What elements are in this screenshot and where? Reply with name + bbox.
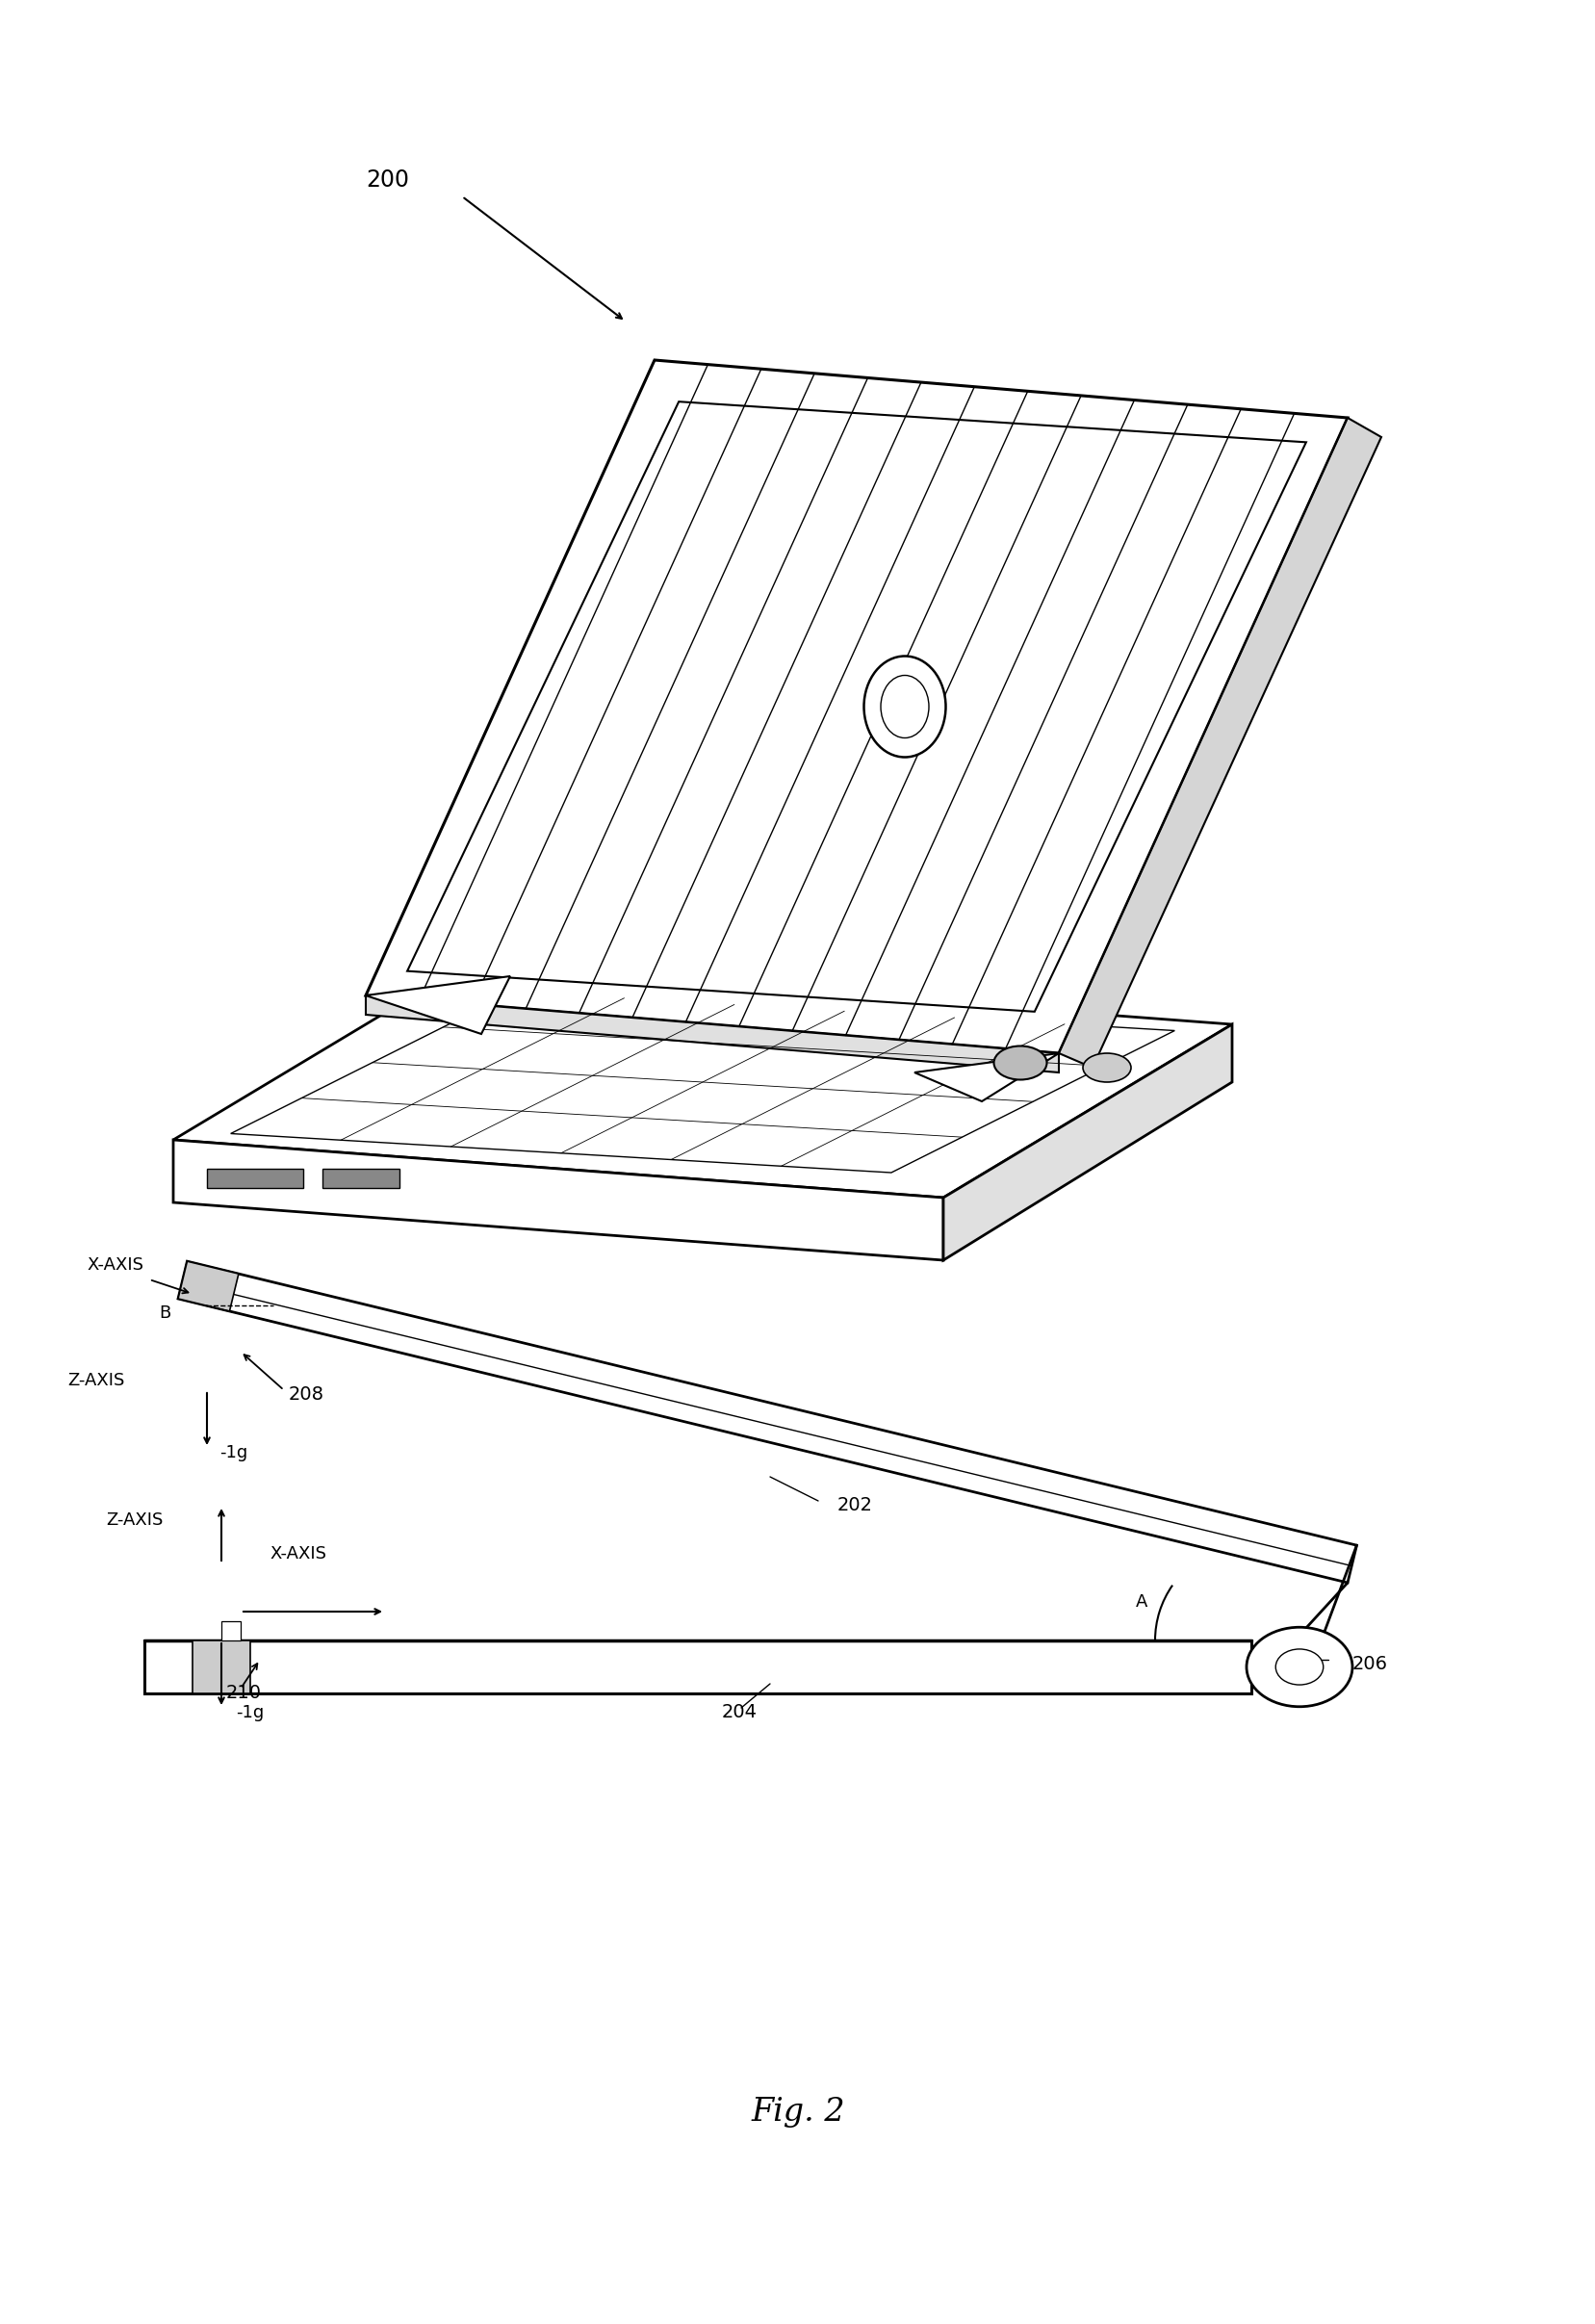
Polygon shape	[943, 1025, 1231, 1260]
Text: -1g: -1g	[220, 1443, 247, 1462]
Polygon shape	[179, 1262, 1356, 1583]
Text: A: A	[1136, 1594, 1147, 1611]
Polygon shape	[365, 360, 1346, 1053]
Polygon shape	[222, 1622, 241, 1641]
Ellipse shape	[1274, 1650, 1322, 1685]
Polygon shape	[179, 1262, 239, 1311]
Text: Z-AXIS: Z-AXIS	[67, 1371, 124, 1390]
Polygon shape	[174, 967, 1231, 1197]
Polygon shape	[207, 1169, 303, 1188]
Text: 200: 200	[365, 167, 408, 191]
Polygon shape	[231, 992, 1174, 1174]
Polygon shape	[914, 1053, 1057, 1102]
Text: 202: 202	[837, 1497, 872, 1515]
Text: 204: 204	[721, 1703, 758, 1722]
Ellipse shape	[1083, 1053, 1131, 1083]
Polygon shape	[365, 995, 1057, 1071]
Polygon shape	[174, 1139, 943, 1260]
Text: 208: 208	[289, 1385, 324, 1404]
Polygon shape	[193, 1641, 250, 1694]
Text: 206: 206	[1351, 1655, 1388, 1673]
Polygon shape	[407, 402, 1305, 1011]
Text: Z-AXIS: Z-AXIS	[105, 1511, 163, 1529]
Text: X-AXIS: X-AXIS	[86, 1257, 144, 1274]
Ellipse shape	[994, 1046, 1046, 1081]
Text: 210: 210	[226, 1685, 262, 1701]
Polygon shape	[144, 1641, 1250, 1694]
Polygon shape	[322, 1169, 399, 1188]
Polygon shape	[365, 976, 510, 1034]
Text: X-AXIS: X-AXIS	[270, 1545, 325, 1562]
Text: Fig. 2: Fig. 2	[751, 2096, 844, 2126]
Ellipse shape	[880, 676, 928, 739]
Text: B: B	[160, 1304, 171, 1322]
Text: -1g: -1g	[236, 1703, 263, 1722]
Ellipse shape	[1246, 1627, 1351, 1706]
Ellipse shape	[863, 655, 946, 758]
Polygon shape	[1057, 418, 1381, 1067]
